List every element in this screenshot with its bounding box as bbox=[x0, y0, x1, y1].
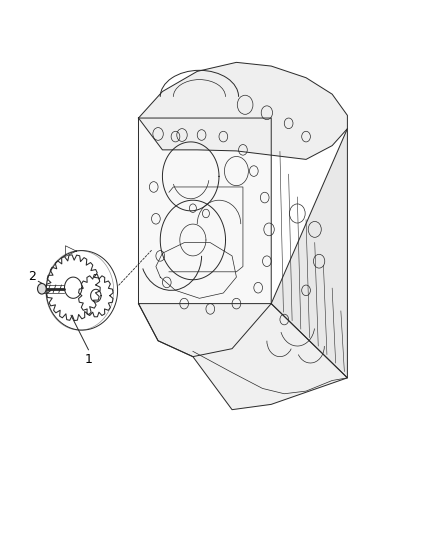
Text: 1: 1 bbox=[85, 353, 92, 366]
Polygon shape bbox=[138, 118, 271, 357]
Polygon shape bbox=[138, 62, 347, 159]
Circle shape bbox=[38, 284, 46, 294]
Polygon shape bbox=[271, 128, 347, 378]
Text: 2: 2 bbox=[28, 270, 36, 282]
Polygon shape bbox=[138, 304, 347, 410]
